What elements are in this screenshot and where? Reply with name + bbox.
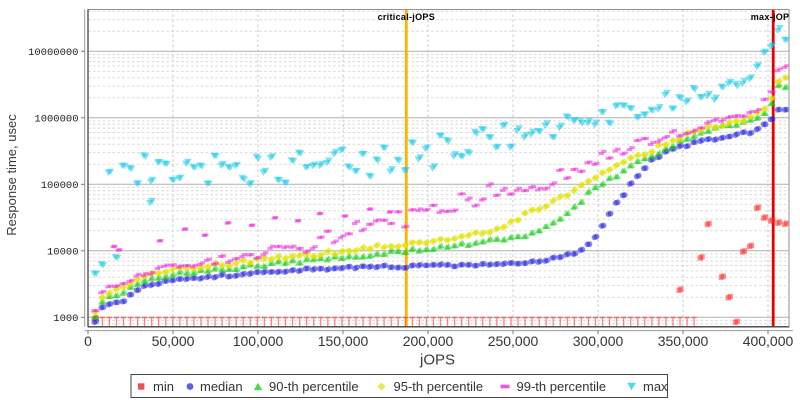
svg-text:critical-jOPS: critical-jOPS <box>378 12 435 22</box>
svg-text:90-th percentile: 90-th percentile <box>269 379 359 394</box>
svg-text:350,000: 350,000 <box>658 333 709 349</box>
svg-text:200,000: 200,000 <box>403 333 454 349</box>
svg-text:max: max <box>643 379 668 394</box>
svg-text:jOPS: jOPS <box>419 352 455 369</box>
svg-text:400,000: 400,000 <box>743 333 794 349</box>
svg-text:0: 0 <box>84 333 92 349</box>
svg-text:300,000: 300,000 <box>573 333 624 349</box>
svg-text:100,000: 100,000 <box>233 333 284 349</box>
svg-text:max-jOPS: max-jOPS <box>751 12 796 22</box>
svg-text:1000: 1000 <box>53 313 78 325</box>
svg-text:250,000: 250,000 <box>488 333 539 349</box>
svg-text:10000: 10000 <box>47 247 79 259</box>
svg-text:50,000: 50,000 <box>152 333 195 349</box>
svg-text:150,000: 150,000 <box>318 333 369 349</box>
svg-text:median: median <box>200 379 243 394</box>
svg-text:Response time, usec: Response time, usec <box>4 114 19 236</box>
svg-text:1000000: 1000000 <box>34 114 78 126</box>
svg-text:95-th percentile: 95-th percentile <box>394 379 484 394</box>
svg-text:99-th percentile: 99-th percentile <box>517 379 607 394</box>
svg-text:10000000: 10000000 <box>28 47 78 59</box>
svg-text:100000: 100000 <box>41 180 79 192</box>
svg-text:min: min <box>153 379 174 394</box>
